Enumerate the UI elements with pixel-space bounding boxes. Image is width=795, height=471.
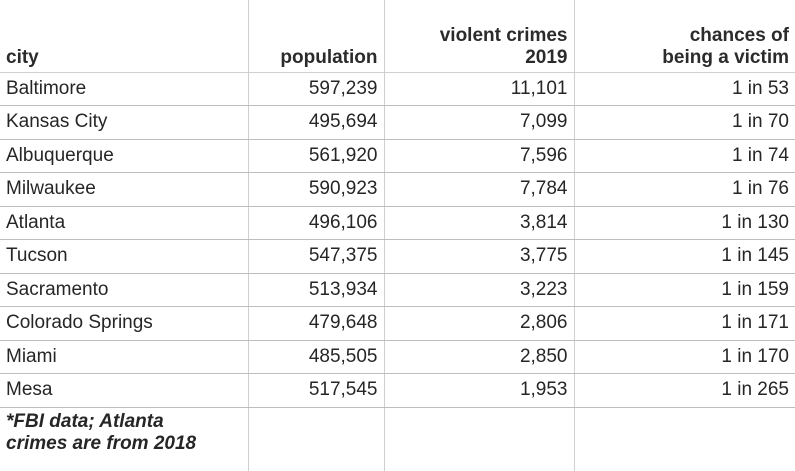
violent-crimes-cell: 3,223: [383, 273, 574, 307]
city-cell: Sacramento: [0, 273, 248, 307]
header-city-label: city: [6, 46, 39, 68]
header-population-label: population: [280, 46, 378, 68]
violent-crimes-cell: 7,596: [383, 139, 574, 173]
chances-cell: 1 in 76: [573, 172, 795, 207]
table-row: Kansas City 495,694 7,099 1 in 70: [0, 105, 795, 140]
violent-crimes-cell: 3,775: [383, 239, 574, 274]
population-cell: 597,239: [247, 72, 384, 106]
population-cell: 495,694: [247, 105, 384, 140]
chances-cell: 1 in 145: [573, 239, 795, 274]
header-chances-line2: being a victim: [662, 46, 789, 68]
header-chances: chances of being a victim: [573, 0, 795, 73]
footnote-line2: crimes are from 2018: [6, 432, 197, 454]
header-row: city population violent crimes 2019 chan…: [0, 0, 795, 73]
header-violent-crimes-line1: violent crimes: [439, 24, 568, 46]
population-cell: 547,375: [247, 239, 384, 274]
city-cell: Miami: [0, 340, 248, 374]
population-cell: 517,545: [247, 373, 384, 408]
empty-cell: [383, 407, 574, 471]
violent-crimes-cell: 11,101: [383, 72, 574, 106]
table-row: Milwaukee 590,923 7,784 1 in 76: [0, 172, 795, 207]
header-violent-crimes: violent crimes 2019: [383, 0, 574, 73]
chances-cell: 1 in 53: [573, 72, 795, 106]
table-header: city population violent crimes 2019 chan…: [0, 0, 795, 73]
violent-crimes-cell: 7,099: [383, 105, 574, 140]
table-row: Sacramento 513,934 3,223 1 in 159: [0, 273, 795, 307]
chances-cell: 1 in 170: [573, 340, 795, 374]
header-city: city: [0, 0, 248, 73]
table-row: Atlanta 496,106 3,814 1 in 130: [0, 206, 795, 240]
population-cell: 513,934: [247, 273, 384, 307]
city-cell: Atlanta: [0, 206, 248, 240]
table-row: Baltimore 597,239 11,101 1 in 53: [0, 72, 795, 106]
violent-crimes-cell: 1,953: [383, 373, 574, 408]
table-row: Colorado Springs 479,648 2,806 1 in 171: [0, 306, 795, 341]
chances-cell: 1 in 130: [573, 206, 795, 240]
header-population: population: [247, 0, 384, 73]
population-cell: 479,648: [247, 306, 384, 341]
table-row: Albuquerque 561,920 7,596 1 in 74: [0, 139, 795, 173]
city-cell: Albuquerque: [0, 139, 248, 173]
table-body: Baltimore 597,239 11,101 1 in 53 Kansas …: [0, 72, 795, 471]
city-cell: Mesa: [0, 373, 248, 408]
population-cell: 496,106: [247, 206, 384, 240]
footnote-cell: *FBI data; Atlanta crimes are from 2018: [0, 407, 248, 471]
city-cell: Colorado Springs: [0, 306, 248, 341]
empty-cell: [247, 407, 384, 471]
chances-cell: 1 in 159: [573, 273, 795, 307]
population-cell: 590,923: [247, 172, 384, 207]
city-cell: Tucson: [0, 239, 248, 274]
header-violent-crimes-line2: 2019: [525, 46, 568, 68]
violent-crimes-cell: 7,784: [383, 172, 574, 207]
table-row: Miami 485,505 2,850 1 in 170: [0, 340, 795, 374]
violent-crimes-cell: 3,814: [383, 206, 574, 240]
population-cell: 561,920: [247, 139, 384, 173]
violent-crimes-cell: 2,806: [383, 306, 574, 341]
chances-cell: 1 in 74: [573, 139, 795, 173]
empty-cell: [573, 407, 795, 471]
city-cell: Kansas City: [0, 105, 248, 140]
footnote-line1: *FBI data; Atlanta: [6, 410, 164, 432]
city-cell: Milwaukee: [0, 172, 248, 207]
footnote-row: *FBI data; Atlanta crimes are from 2018: [0, 407, 795, 471]
header-chances-line1: chances of: [689, 24, 789, 46]
table-row: Mesa 517,545 1,953 1 in 265: [0, 373, 795, 408]
city-cell: Baltimore: [0, 72, 248, 106]
table-row: Tucson 547,375 3,775 1 in 145: [0, 239, 795, 274]
chances-cell: 1 in 171: [573, 306, 795, 341]
chances-cell: 1 in 70: [573, 105, 795, 140]
chances-cell: 1 in 265: [573, 373, 795, 408]
population-cell: 485,505: [247, 340, 384, 374]
violent-crimes-cell: 2,850: [383, 340, 574, 374]
